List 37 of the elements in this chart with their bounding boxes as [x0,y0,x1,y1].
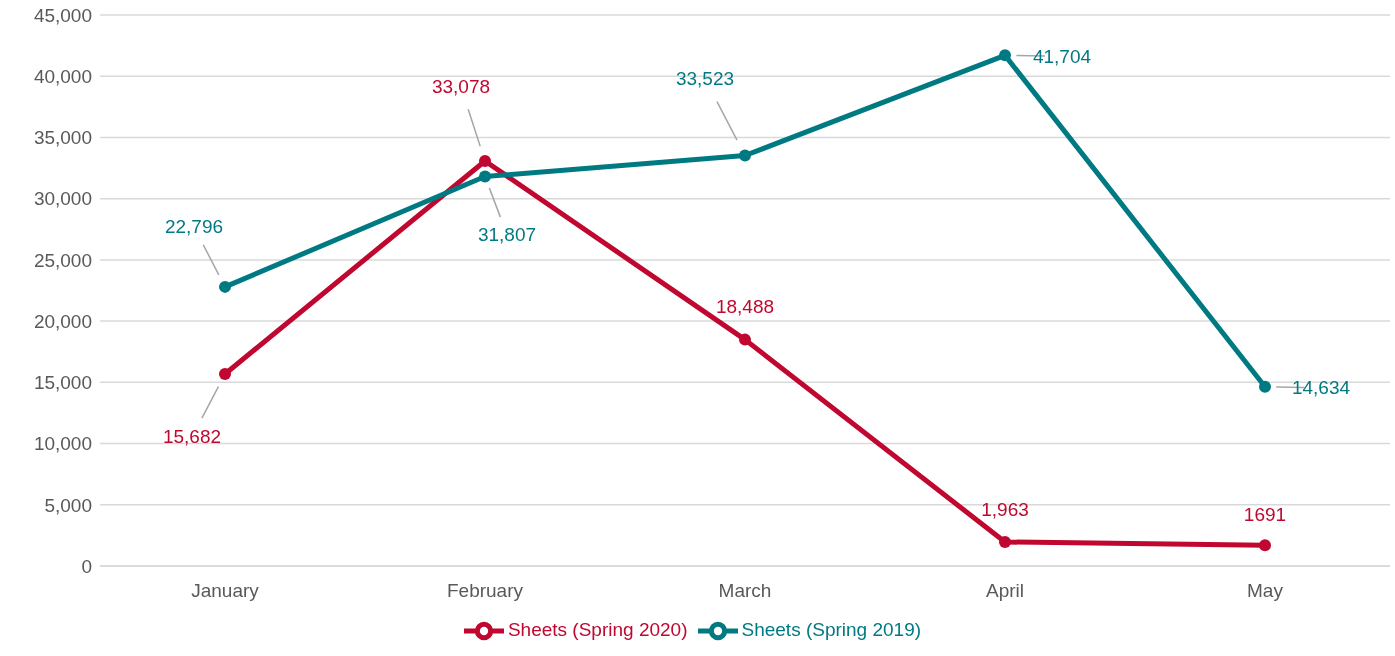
x-tick-label: January [191,580,260,602]
point [739,333,751,346]
point [1259,380,1271,393]
point [739,149,751,162]
y-tick-label: 5,000 [44,494,92,516]
point [479,170,491,183]
legend-label: Sheets (Spring 2020) [507,619,688,641]
y-tick-label: 25,000 [33,249,92,271]
y-tick-label: 30,000 [33,188,92,210]
y-tick-label: 40,000 [33,65,92,87]
data-label: 33,078 [431,76,491,98]
data-label: 14,634 [1291,377,1351,399]
y-tick-label: 10,000 [33,433,92,455]
y-tick-label: 45,000 [33,4,92,26]
x-tick-label: February [446,580,524,602]
data-label: 33,523 [675,68,735,90]
data-label: 1691 [1243,503,1287,525]
data-label: 31,807 [477,224,537,246]
point [219,280,231,293]
y-tick-label: 35,000 [33,127,92,149]
x-tick-label: April [985,580,1025,602]
data-label: 15,682 [162,426,222,448]
data-label: 18,488 [715,296,775,318]
y-tick-label: 20,000 [33,310,92,332]
point [999,49,1011,62]
x-tick-label: May [1247,580,1284,602]
data-label: 22,796 [164,216,224,238]
y-tick-label: 0 [81,555,92,577]
point [219,367,231,380]
point [999,535,1011,548]
data-label: 41,704 [1032,45,1092,67]
x-tick-label: March [718,580,772,602]
data-label: 1,963 [981,499,1029,521]
point [1259,539,1271,552]
y-tick-label: 15,000 [33,372,92,394]
legend-label: Sheets (Spring 2019) [741,619,922,641]
point [479,154,491,167]
